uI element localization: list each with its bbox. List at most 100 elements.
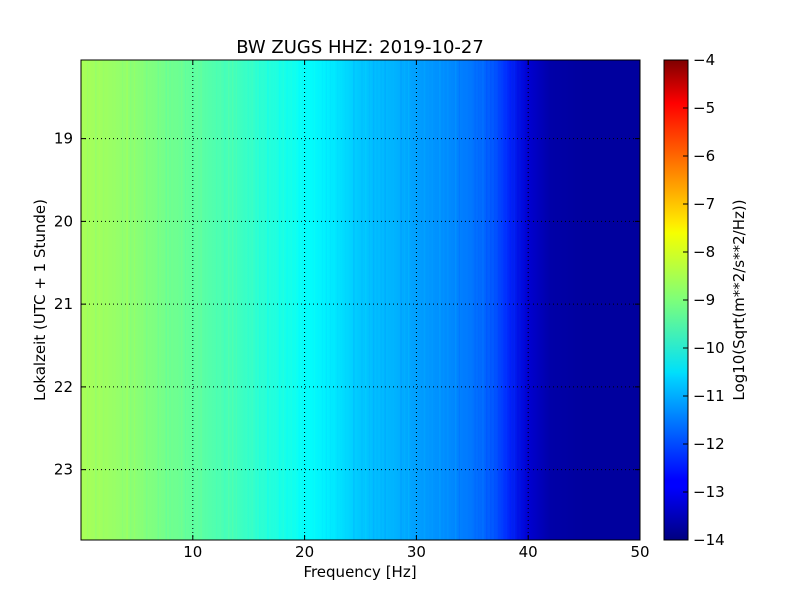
spectral-streak [259,60,261,540]
y-tick-label: 21 [54,295,73,313]
spectral-streak [439,60,441,540]
x-tick-label: 30 [407,543,426,561]
spectral-streak [212,60,214,540]
spectral-streak [87,60,88,540]
spectral-streak [470,60,472,540]
spectral-streak [423,60,426,540]
spectral-streak [314,60,315,540]
spectral-streak [372,60,375,540]
spectral-streak [110,60,112,540]
spectral-streak [169,60,171,540]
spectral-streak [102,60,105,540]
spectral-streak [298,60,300,540]
colorbar-tick-label: −13 [693,483,725,501]
spectral-streak [118,60,120,540]
spectral-streak [255,60,257,540]
spectral-streak [251,60,253,540]
colorbar-tick-label: −8 [693,243,715,261]
spectral-streak [513,60,515,540]
spectral-lines [83,60,527,540]
spectral-streak [204,60,206,540]
spectral-streak [318,60,319,540]
spectral-streak [141,60,143,540]
spectral-streak [431,60,433,540]
spectral-streak [427,60,430,540]
spectral-streak [361,60,363,540]
chart-title: BW ZUGS HHZ: 2019-10-27 [236,37,484,58]
spectral-streak [435,60,436,540]
spectral-streak [165,60,167,540]
spectral-streak [384,60,386,540]
spectral-streak [353,60,355,540]
spectral-streak [306,60,307,540]
spectral-streak [302,60,303,540]
spectral-streak [462,60,465,540]
spectral-streak [325,60,327,540]
spectral-streak [494,60,496,540]
y-axis: 19 20 21 22 23 [54,130,640,479]
spectral-streak [509,60,511,540]
spectral-streak [220,60,221,540]
y-tick-label: 23 [54,461,73,479]
spectral-streak [411,60,414,540]
spectral-streak [368,60,370,540]
spectral-streak [224,60,226,540]
spectrogram-image [81,60,640,540]
spectral-streak [337,60,339,540]
spectral-streak [486,60,488,540]
spectral-streak [98,60,100,540]
spectral-streak [310,60,312,540]
spectral-streak [247,60,249,540]
spectral-streak [458,60,460,540]
colorbar-tick-label: −6 [693,147,715,165]
spectral-streak [505,60,507,540]
spectral-streak [521,60,523,540]
spectral-streak [271,60,273,540]
spectral-streak [188,60,190,540]
spectral-streak [408,60,410,540]
spectral-streak [200,60,202,540]
spectral-streak [349,60,351,540]
spectral-streak [443,60,445,540]
x-tick-label: 50 [630,543,649,561]
spectral-streak [380,60,382,540]
spectral-streak [376,60,378,540]
x-tick-label: 10 [183,543,202,561]
spectral-streak [235,60,238,540]
spectral-streak [231,60,234,540]
spectral-streak [478,60,479,540]
spectral-streak [404,60,406,540]
y-tick-label: 22 [54,378,73,396]
spectral-streak [239,60,241,540]
spectral-streak [173,60,174,540]
spectral-streak [145,60,148,540]
spectral-streak [286,60,288,540]
spectral-streak [517,60,519,540]
colorbar-tick-label: −7 [693,195,715,213]
colorbar-tick-label: −9 [693,291,715,309]
spectral-streak [196,60,198,540]
spectral-streak [91,60,93,540]
spectral-streak [263,60,265,540]
spectral-streak [122,60,123,540]
spectral-streak [451,60,453,540]
spectral-streak [114,60,116,540]
colorbar-tick-label: −12 [693,435,725,453]
spectral-streak [498,60,500,540]
colorbar-tick-label: −5 [693,99,715,117]
spectral-streak [345,60,346,540]
y-tick-label: 19 [54,130,73,148]
spectral-streak [126,60,128,540]
plot-frame [80,59,641,541]
spectral-streak [243,60,245,540]
spectral-streak [153,60,155,540]
spectral-streak [138,60,140,540]
spectral-streak [177,60,179,540]
spectral-streak [329,60,331,540]
spectral-streak [83,60,85,540]
x-tick-label: 40 [519,543,538,561]
x-tick-label: 20 [295,543,314,561]
colorbar-tick-label: −11 [693,387,725,405]
colorbar: −4 −5 −6 −7 −8 −9 −10 −11 −12 −13 −14 Log10(Sqrt(m… [663,51,748,549]
spectrogram-field [81,60,640,540]
